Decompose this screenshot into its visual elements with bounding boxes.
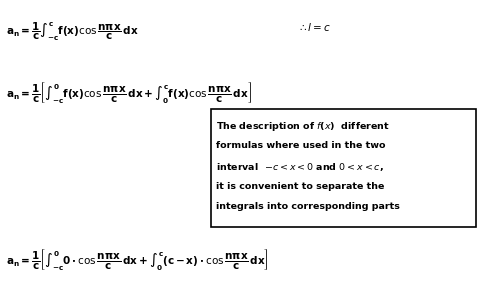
- Text: $\therefore l = c$: $\therefore l = c$: [297, 21, 331, 33]
- Text: it is convenient to separate the: it is convenient to separate the: [216, 182, 384, 191]
- FancyBboxPatch shape: [211, 109, 476, 227]
- Text: formulas where used in the two: formulas where used in the two: [216, 141, 385, 150]
- Text: The description of $\mathit{f}$($\mathit{x}$)  different: The description of $\mathit{f}$($\mathit…: [216, 120, 390, 133]
- Text: integrals into corresponding parts: integrals into corresponding parts: [216, 202, 400, 211]
- Text: $\mathbf{a_n = \dfrac{1}{c}\left[\int_{-c}^{0} f(x)\cos\dfrac{n\pi x}{c}\,dx + \: $\mathbf{a_n = \dfrac{1}{c}\left[\int_{-…: [6, 80, 252, 105]
- Text: $\mathbf{a_n = \dfrac{1}{c}\left[\int_{-c}^{0} 0 \cdot\cos\dfrac{n\pi x}{c}\,dx : $\mathbf{a_n = \dfrac{1}{c}\left[\int_{-…: [6, 247, 269, 272]
- Text: interval  $-c < x < 0$ and $0 < x < c$,: interval $-c < x < 0$ and $0 < x < c$,: [216, 161, 384, 173]
- Text: $\mathbf{a_n = \dfrac{1}{c}\int_{-c}^{c} f(x)\cos\dfrac{n\pi x}{c}\,dx}$: $\mathbf{a_n = \dfrac{1}{c}\int_{-c}^{c}…: [6, 21, 139, 43]
